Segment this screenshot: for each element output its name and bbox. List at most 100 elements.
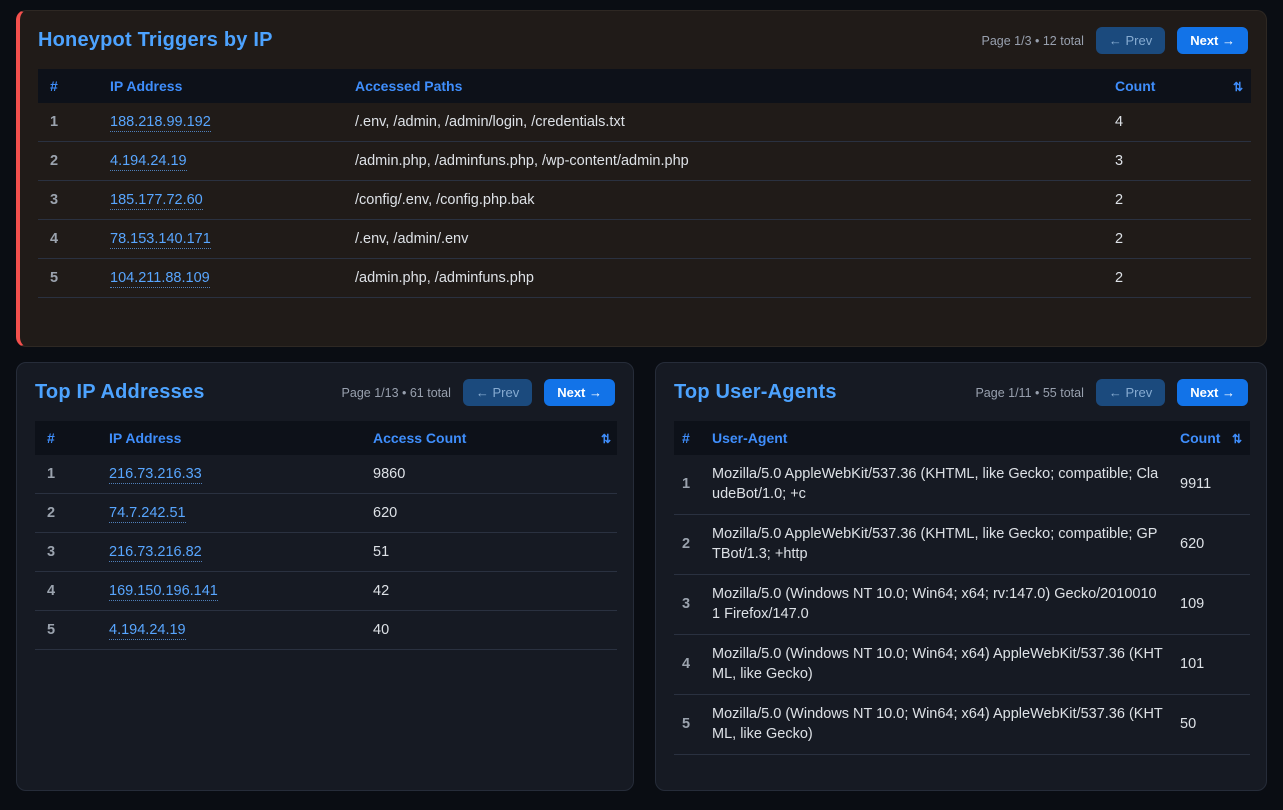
count-value: 2: [1103, 219, 1221, 259]
sort-icon[interactable]: ⇅: [1233, 80, 1244, 94]
row-number: 4: [35, 571, 97, 611]
column-header-ip: IP Address: [97, 421, 361, 455]
panel-top-ips: Top IP Addresses Page 1/13 • 61 total ← …: [16, 362, 634, 791]
count-value: 9911: [1172, 455, 1224, 515]
ip-link[interactable]: 104.211.88.109: [110, 270, 210, 288]
table-row: 2 Mozilla/5.0 AppleWebKit/537.36 (KHTML,…: [674, 514, 1250, 575]
count-value: 620: [1172, 514, 1224, 575]
row-number: 1: [35, 455, 97, 494]
count-value: 40: [361, 610, 589, 650]
count-value: 3: [1103, 141, 1221, 181]
user-agent-text: Mozilla/5.0 (Windows NT 10.0; Win64; x64…: [704, 634, 1172, 695]
column-header-count: Count: [1103, 69, 1221, 103]
next-button[interactable]: Next →: [544, 379, 615, 406]
column-header-paths: Accessed Paths: [343, 69, 1103, 103]
row-number: 5: [38, 258, 98, 298]
panel-header: Top User-Agents Page 1/11 • 55 total ← P…: [674, 379, 1248, 406]
user-agent-text: Mozilla/5.0 (Windows NT 10.0; Win64; x64…: [704, 574, 1172, 635]
dashboard: Honeypot Triggers by IP Page 1/3 • 12 to…: [16, 10, 1267, 791]
row-number: 3: [35, 532, 97, 572]
row-number: 2: [674, 514, 704, 575]
ip-link[interactable]: 216.73.216.82: [109, 544, 202, 562]
accessed-paths: /config/.env, /config.php.bak: [343, 180, 1103, 220]
ip-link[interactable]: 74.7.242.51: [109, 505, 186, 523]
pagination-info: Page 1/3 • 12 total: [981, 33, 1084, 48]
panel-header: Honeypot Triggers by IP Page 1/3 • 12 to…: [38, 27, 1248, 54]
user-agent-text: Mozilla/5.0 AppleWebKit/537.36 (KHTML, l…: [704, 455, 1172, 515]
row-number: 5: [35, 610, 97, 650]
table-row: 4 Mozilla/5.0 (Windows NT 10.0; Win64; x…: [674, 634, 1250, 695]
column-header-index: #: [38, 69, 98, 103]
user-agent-text: Mozilla/5.0 (Windows NT 10.0; Win64; x64…: [704, 694, 1172, 755]
prev-button[interactable]: ← Prev: [1095, 379, 1166, 406]
count-value: 620: [361, 493, 589, 533]
column-header-user-agent: User-Agent: [704, 421, 1172, 455]
table-header-row: # IP Address Accessed Paths Count ⇅: [38, 69, 1251, 103]
prev-button[interactable]: ← Prev: [1095, 27, 1166, 54]
ip-link[interactable]: 4.194.24.19: [110, 153, 187, 171]
table-row: 5 Mozilla/5.0 (Windows NT 10.0; Win64; x…: [674, 694, 1250, 755]
top-user-agents-table: # User-Agent Count ⇅ 1 Mozilla/5.0 Apple…: [674, 421, 1250, 755]
table-row: 3 185.177.72.60 /config/.env, /config.ph…: [38, 180, 1251, 220]
ip-link[interactable]: 188.218.99.192: [110, 114, 211, 132]
row-number: 2: [38, 141, 98, 181]
table-row: 1 188.218.99.192 /.env, /admin, /admin/l…: [38, 103, 1251, 142]
pagination-info: Page 1/11 • 55 total: [975, 385, 1084, 400]
panel-title: Honeypot Triggers by IP: [38, 29, 273, 51]
count-value: 50: [1172, 694, 1224, 755]
table-row: 4 78.153.140.171 /.env, /admin/.env 2: [38, 219, 1251, 259]
table-header-row: # IP Address Access Count ⇅: [35, 421, 617, 455]
table-row: 3 Mozilla/5.0 (Windows NT 10.0; Win64; x…: [674, 574, 1250, 635]
table-row: 4 169.150.196.141 42: [35, 571, 617, 611]
column-header-index: #: [35, 421, 97, 455]
table-row: 2 74.7.242.51 620: [35, 493, 617, 533]
column-header-count: Count: [1172, 421, 1224, 455]
pagination-info: Page 1/13 • 61 total: [341, 385, 451, 400]
sort-icon[interactable]: ⇅: [1232, 432, 1243, 446]
row-number: 4: [674, 634, 704, 695]
column-header-ip: IP Address: [98, 69, 343, 103]
panel-top-user-agents: Top User-Agents Page 1/11 • 55 total ← P…: [655, 362, 1267, 791]
ip-link[interactable]: 169.150.196.141: [109, 583, 218, 601]
count-value: 9860: [361, 455, 589, 494]
column-header-access-count: Access Count: [361, 421, 589, 455]
sort-icon[interactable]: ⇅: [601, 432, 612, 446]
ip-link[interactable]: 185.177.72.60: [110, 192, 203, 210]
row-number: 4: [38, 219, 98, 259]
count-value: 4: [1103, 103, 1221, 142]
ip-link[interactable]: 78.153.140.171: [110, 231, 211, 249]
count-value: 109: [1172, 574, 1224, 635]
next-button[interactable]: Next →: [1177, 27, 1248, 54]
row-number: 5: [674, 694, 704, 755]
count-value: 2: [1103, 180, 1221, 220]
pagination: Page 1/3 • 12 total ← Prev Next →: [981, 27, 1248, 54]
ip-link[interactable]: 4.194.24.19: [109, 622, 186, 640]
count-value: 2: [1103, 258, 1221, 298]
user-agent-text: Mozilla/5.0 AppleWebKit/537.36 (KHTML, l…: [704, 514, 1172, 575]
table-row: 3 216.73.216.82 51: [35, 532, 617, 572]
row-number: 2: [35, 493, 97, 533]
accessed-paths: /.env, /admin, /admin/login, /credential…: [343, 103, 1103, 142]
panel-title: Top IP Addresses: [35, 381, 205, 403]
honeypot-table: # IP Address Accessed Paths Count ⇅ 1 18…: [38, 69, 1251, 298]
row-number: 1: [38, 103, 98, 142]
table-row: 1 216.73.216.33 9860: [35, 455, 617, 494]
row-number: 1: [674, 455, 704, 515]
top-ips-table: # IP Address Access Count ⇅ 1 216.73.216…: [35, 421, 617, 650]
table-row: 1 Mozilla/5.0 AppleWebKit/537.36 (KHTML,…: [674, 455, 1250, 515]
table-row: 5 4.194.24.19 40: [35, 610, 617, 650]
count-value: 101: [1172, 634, 1224, 695]
panel-header: Top IP Addresses Page 1/13 • 61 total ← …: [35, 379, 615, 406]
panel-honeypot-triggers: Honeypot Triggers by IP Page 1/3 • 12 to…: [16, 10, 1267, 347]
next-button[interactable]: Next →: [1177, 379, 1248, 406]
count-value: 51: [361, 532, 589, 572]
row-number: 3: [674, 574, 704, 635]
row-number: 3: [38, 180, 98, 220]
panel-title: Top User-Agents: [674, 381, 837, 403]
column-header-index: #: [674, 421, 704, 455]
pagination: Page 1/13 • 61 total ← Prev Next →: [342, 379, 615, 406]
prev-button[interactable]: ← Prev: [462, 379, 533, 406]
pagination: Page 1/11 • 55 total ← Prev Next →: [975, 379, 1248, 406]
ip-link[interactable]: 216.73.216.33: [109, 466, 202, 484]
accessed-paths: /admin.php, /adminfuns.php, /wp-content/…: [343, 141, 1103, 181]
